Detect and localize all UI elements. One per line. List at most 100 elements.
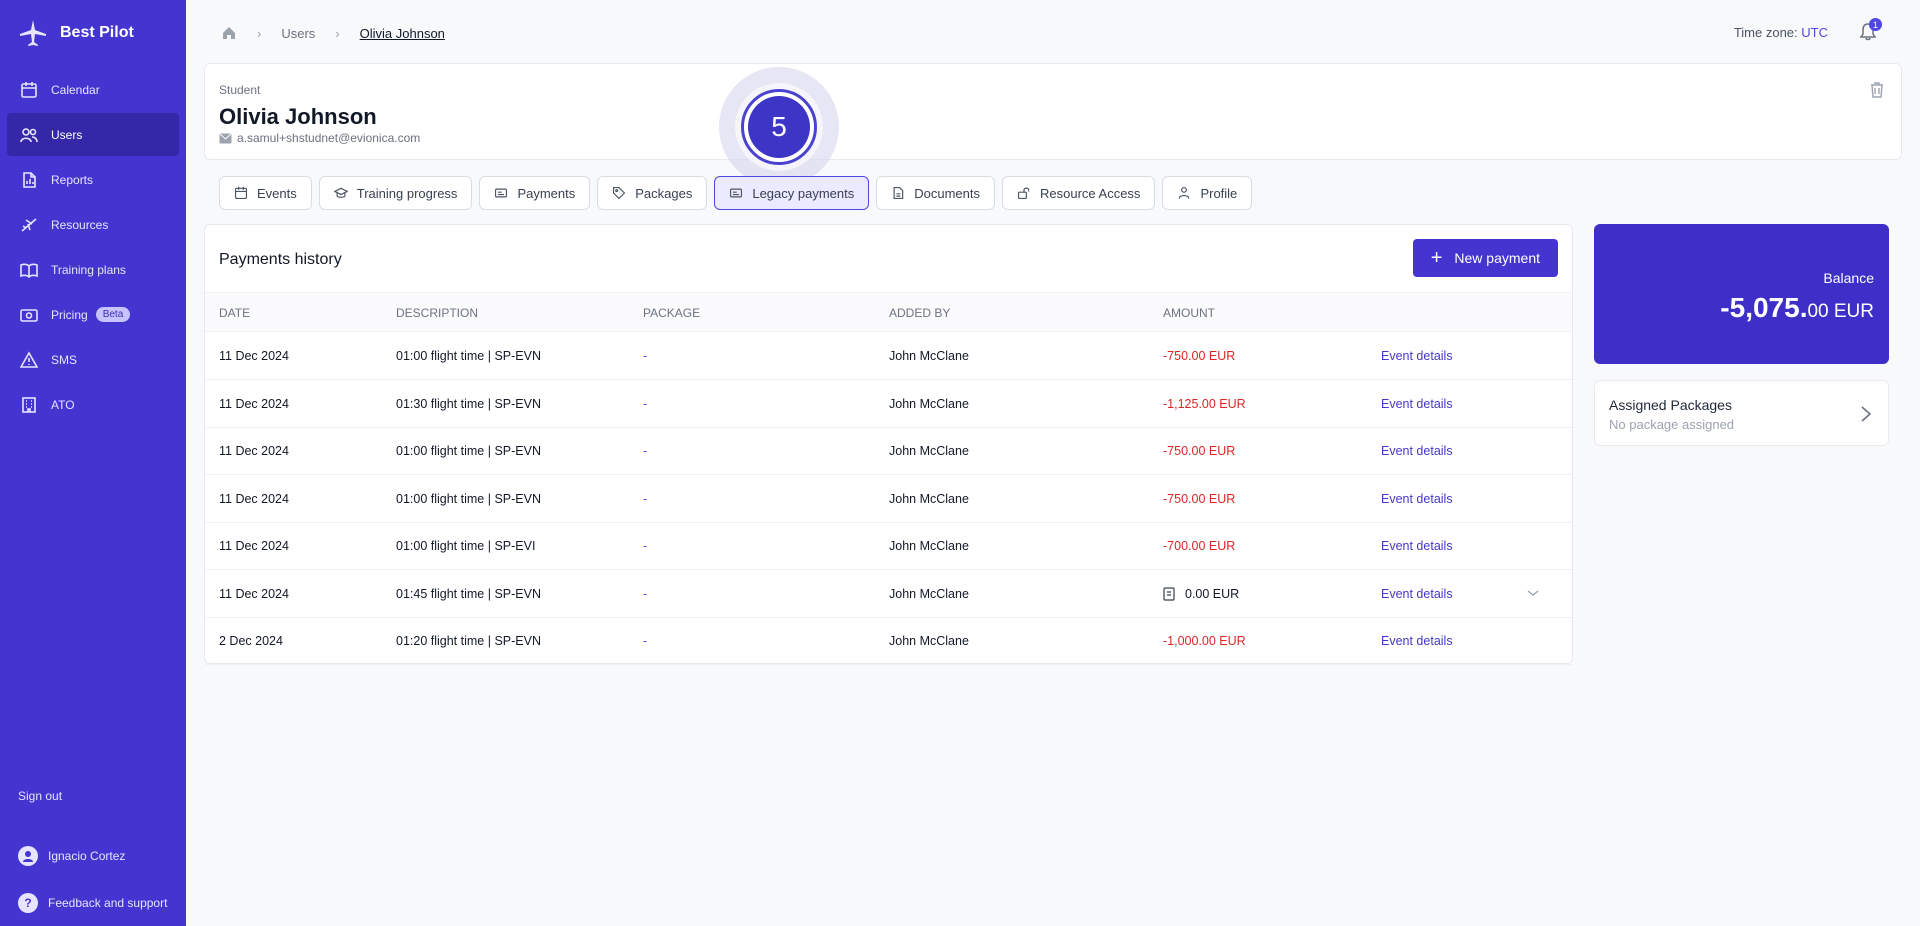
sidebar-bottom: Sign out Ignacio Cortez ? Feedback and s… bbox=[0, 776, 186, 926]
cell-package: - bbox=[643, 586, 648, 601]
balance-label: Balance bbox=[1823, 270, 1874, 286]
document-icon bbox=[891, 186, 914, 200]
users-icon bbox=[19, 125, 39, 145]
breadcrumb-current[interactable]: Olivia Johnson bbox=[359, 25, 445, 41]
tab-label: Events bbox=[257, 185, 297, 201]
beta-badge: Beta bbox=[95, 307, 131, 322]
cell-description: 01:00 flight time | SP-EVN bbox=[396, 349, 541, 363]
cell-date: 11 Dec 2024 bbox=[219, 396, 289, 411]
breadcrumb-users[interactable]: Users bbox=[281, 25, 316, 41]
chevron-down-icon[interactable] bbox=[1526, 586, 1540, 600]
table-header: DATE DESCRIPTION PACKAGE ADDED BY AMOUNT bbox=[205, 292, 1572, 332]
cell-description: 01:30 flight time | SP-EVN bbox=[396, 396, 541, 411]
cell-amount: 0.00 EUR bbox=[1163, 587, 1239, 601]
cell-amount: -750.00 EUR bbox=[1163, 349, 1236, 363]
cell-amount: -750.00 EUR bbox=[1163, 444, 1236, 458]
sidebar-item-calendar[interactable]: Calendar bbox=[7, 68, 179, 111]
tab-resource-access[interactable]: Resource Access bbox=[1002, 176, 1156, 210]
cell-link-event-details-link[interactable]: Event details bbox=[1381, 491, 1453, 506]
home-icon[interactable] bbox=[221, 25, 237, 41]
cell-added-by: John McClane bbox=[889, 491, 969, 506]
table-row[interactable]: 11 Dec 2024 01:00 flight time | SP-EVI - Jo… bbox=[205, 522, 1572, 570]
wallet-icon bbox=[729, 186, 752, 200]
cell-description: 01:20 flight time | SP-EVN bbox=[396, 634, 541, 648]
tab-label: Packages bbox=[635, 185, 693, 201]
sidebar-item-users[interactable]: Users bbox=[7, 113, 179, 156]
chevron-right-icon: › bbox=[335, 25, 340, 41]
chevron-right-icon bbox=[1861, 406, 1872, 422]
cell-description: 01:45 flight time | SP-EVN bbox=[396, 586, 541, 601]
sign-out-link[interactable]: Sign out bbox=[18, 789, 63, 803]
column-description[interactable]: DESCRIPTION bbox=[396, 306, 479, 320]
payments-panel: Payments history + New payment DATE DESC… bbox=[204, 224, 1573, 665]
table-row[interactable]: 11 Dec 2024 01:00 flight time | SP-EVN - Jo… bbox=[205, 427, 1572, 475]
student-email: a.samul+shstudnet@evionica.com bbox=[219, 131, 420, 145]
assigned-packages-card[interactable]: Assigned Packages No package assigned bbox=[1594, 380, 1889, 446]
cell-description: 01:00 flight time | SP-EVN bbox=[396, 491, 541, 506]
new-payment-button[interactable]: + New payment bbox=[1412, 239, 1558, 277]
unlock-icon bbox=[1017, 186, 1040, 200]
cell-package: - bbox=[643, 444, 648, 458]
invoice-icon[interactable] bbox=[1163, 586, 1175, 601]
tab-label: Profile bbox=[1200, 185, 1238, 201]
cell-date: 11 Dec 2024 bbox=[219, 444, 289, 458]
feedback-item[interactable]: ? Feedback and support bbox=[0, 879, 186, 926]
cell-added-by: John McClane bbox=[889, 539, 969, 553]
cell-link-event-details-link[interactable]: Event details bbox=[1381, 539, 1453, 553]
sidebar-item-pricing[interactable]: Pricing Beta bbox=[7, 293, 179, 336]
tab-events[interactable]: Events bbox=[219, 176, 312, 210]
table-row[interactable]: 2 Dec 2024 01:20 flight time | SP-EVN - Joh… bbox=[205, 617, 1572, 665]
balance-decimal: 00 EUR bbox=[1807, 301, 1874, 322]
cell-link-event-details-link[interactable]: Event details bbox=[1381, 444, 1453, 458]
cell-package: - bbox=[643, 491, 648, 506]
student-role: Student bbox=[219, 83, 261, 97]
cell-amount: -750.00 EUR bbox=[1163, 491, 1236, 506]
balance-card: Balance -5,075.00 EUR bbox=[1594, 224, 1889, 364]
sidebar-item-label: Training plans bbox=[51, 262, 126, 277]
cell-package: - bbox=[643, 349, 648, 363]
cell-link-event-details-link[interactable]: Event details bbox=[1381, 349, 1453, 363]
help-icon: ? bbox=[18, 892, 38, 913]
app-name: Best Pilot bbox=[60, 24, 134, 41]
sidebar-item-training-plans[interactable]: Training plans bbox=[7, 248, 179, 291]
timezone-value[interactable]: UTC bbox=[1801, 25, 1828, 40]
assigned-packages-title: Assigned Packages bbox=[1609, 397, 1732, 413]
sidebar-item-sms[interactable]: SMS bbox=[7, 338, 179, 381]
tab-payments[interactable]: Payments bbox=[479, 176, 591, 210]
sidebar-item-ato[interactable]: ATO bbox=[7, 383, 179, 426]
user-profile-item[interactable]: Ignacio Cortez bbox=[0, 832, 186, 879]
cell-added-by: John McClane bbox=[889, 586, 969, 601]
brand[interactable]: Best Pilot bbox=[0, 0, 186, 66]
column-package[interactable]: PACKAGE bbox=[643, 306, 701, 320]
sidebar-item-label: Resources bbox=[51, 217, 109, 232]
chevron-right-icon: › bbox=[257, 25, 262, 41]
cell-link-event-details-link[interactable]: Event details bbox=[1381, 634, 1453, 648]
tab-documents[interactable]: Documents bbox=[876, 176, 995, 210]
feedback-label: Feedback and support bbox=[48, 895, 168, 910]
cell-link-event-details-link[interactable]: Event details bbox=[1381, 396, 1453, 411]
cell-package: - bbox=[643, 634, 648, 648]
book-icon bbox=[19, 260, 39, 280]
tab-profile[interactable]: Profile bbox=[1162, 176, 1253, 210]
sidebar-item-reports[interactable]: Reports bbox=[7, 158, 179, 201]
cell-link-event-details-link[interactable]: Event details bbox=[1381, 586, 1453, 601]
tab-packages[interactable]: Packages bbox=[597, 176, 708, 210]
tab-training-progress[interactable]: Training progress bbox=[318, 176, 473, 210]
sidebar-item-resources[interactable]: Resources bbox=[7, 203, 179, 246]
table-row[interactable]: 11 Dec 2024 01:00 flight time | SP-EVN - Jo… bbox=[205, 332, 1572, 380]
tab-legacy-payments[interactable]: Legacy payments bbox=[714, 176, 870, 210]
plane-icon bbox=[19, 215, 39, 235]
column-added-by[interactable]: ADDED BY bbox=[889, 306, 951, 320]
wallet-icon bbox=[494, 186, 517, 200]
tag-icon bbox=[612, 186, 635, 200]
calendar-icon bbox=[19, 80, 39, 100]
step-number: 5 bbox=[748, 96, 810, 158]
tab-label: Documents bbox=[914, 185, 980, 201]
table-row[interactable]: 11 Dec 2024 01:30 flight time | SP-EVN - Jo… bbox=[205, 380, 1572, 428]
table-row[interactable]: 11 Dec 2024 01:45 flight time | SP-EVN - Jo… bbox=[205, 570, 1572, 618]
column-date[interactable]: DATE bbox=[219, 306, 251, 320]
table-row[interactable]: 11 Dec 2024 01:00 flight time | SP-EVN - Jo… bbox=[205, 475, 1572, 523]
sidebar-item-label: Pricing bbox=[51, 307, 88, 322]
trash-icon[interactable] bbox=[1867, 80, 1887, 100]
column-amount[interactable]: AMOUNT bbox=[1163, 306, 1215, 320]
